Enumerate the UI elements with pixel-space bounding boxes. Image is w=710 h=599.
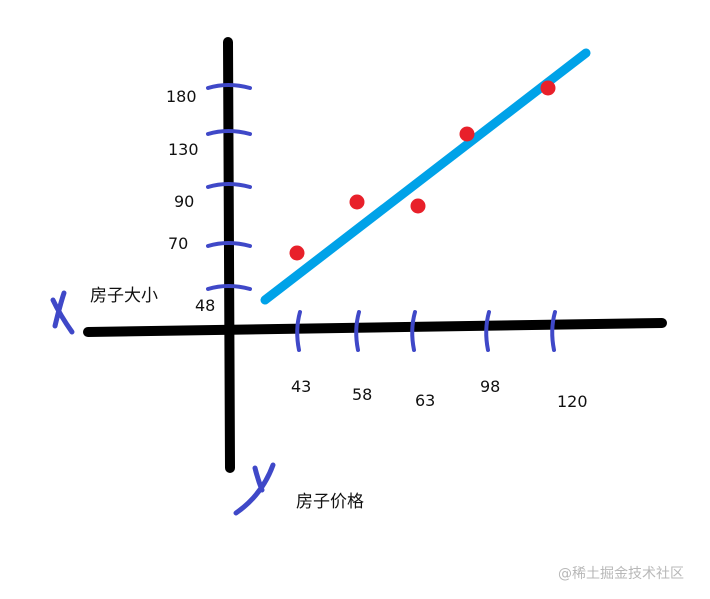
y-axis-label: 房子价格 <box>296 492 364 512</box>
data-point <box>349 194 365 210</box>
watermark: @稀土掘金技术社区 <box>558 566 684 582</box>
y-tick-label: 180 <box>166 87 197 106</box>
x-letter-mark <box>50 290 75 335</box>
x-tick <box>484 310 491 352</box>
x-tick-label: 43 <box>291 377 312 396</box>
x-tick-label: 58 <box>352 385 373 404</box>
y-tick <box>206 241 252 248</box>
y-tick <box>206 182 252 189</box>
x-tick <box>354 310 361 352</box>
data-point <box>540 80 556 96</box>
x-tick-label: 63 <box>415 391 436 410</box>
y-tick-label: 130 <box>168 140 199 159</box>
y-tick-label: 70 <box>168 234 189 253</box>
x-tick <box>410 310 417 352</box>
y-letter-mark <box>233 462 276 516</box>
data-point <box>410 198 426 214</box>
y-tick-label: 48 <box>195 296 216 315</box>
y-tick-label: 90 <box>174 192 195 211</box>
x-tick <box>295 310 302 352</box>
x-tick-label: 98 <box>480 377 501 396</box>
fit-line <box>260 48 591 305</box>
data-point <box>289 245 305 261</box>
y-axis <box>223 37 235 473</box>
y-tick <box>206 284 252 291</box>
x-tick-label: 120 <box>557 392 588 411</box>
x-tick <box>550 310 557 352</box>
y-tick <box>206 83 252 90</box>
x-axis-label: 房子大小 <box>90 286 158 306</box>
x-axis <box>83 318 667 337</box>
data-point <box>459 126 475 142</box>
y-tick <box>206 129 252 136</box>
